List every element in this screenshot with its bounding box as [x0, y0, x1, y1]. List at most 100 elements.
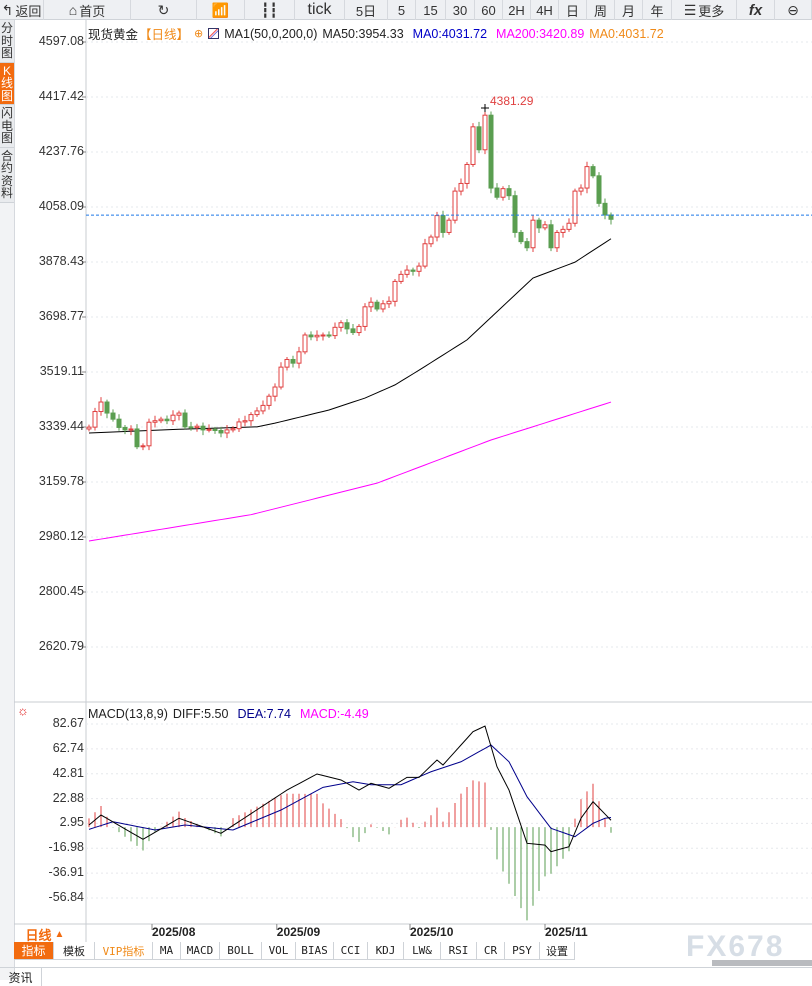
horizontal-scrollbar[interactable]: [712, 960, 812, 966]
candle-body: [302, 334, 308, 353]
ma-chart-icon[interactable]: [208, 28, 220, 39]
candle: [554, 229, 560, 253]
toolbar-fx-button[interactable]: fx: [737, 0, 775, 20]
toolbar-indicator-button[interactable]: 📶: [197, 0, 245, 20]
candle-body: [212, 428, 218, 432]
diff-line: [88, 725, 612, 853]
candle-body: [512, 195, 518, 233]
candle: [584, 161, 590, 194]
view-tab-2[interactable]: 闪电图: [0, 105, 14, 148]
view-tab-0[interactable]: 分时图: [0, 20, 14, 63]
candle: [428, 234, 434, 248]
toolbar-refresh-button[interactable]: ↻: [131, 0, 197, 20]
toolbar-label: 日: [565, 3, 579, 19]
indicator-tab-macd[interactable]: MACD: [181, 942, 220, 960]
dea-line: [88, 744, 612, 838]
candle: [410, 267, 416, 276]
indicator-tab-指标[interactable]: 指标: [14, 942, 54, 960]
settings-target-icon[interactable]: ⊕: [194, 28, 204, 40]
symbol-name: 现货黄金: [88, 28, 139, 42]
indicator-tab-vol[interactable]: VOL: [262, 942, 296, 960]
indicator-tab-cr[interactable]: CR: [477, 942, 505, 960]
toolbar-candle-button[interactable]: ┇┇: [245, 0, 295, 20]
menu-icon: ☰: [683, 1, 697, 18]
candle-body: [374, 301, 380, 310]
toolbar-tick-button[interactable]: tick: [295, 0, 345, 20]
chart-canvas[interactable]: 4381.29: [0, 0, 812, 960]
toolbar-5d-button[interactable]: 5日: [345, 0, 388, 20]
toolbar-more-button[interactable]: ☰ 更多: [672, 0, 737, 20]
indicator-tab-rsi[interactable]: RSI: [441, 942, 477, 960]
candle-body: [296, 351, 302, 364]
price-tick-label: 4237.76: [38, 143, 84, 158]
candle-body: [128, 428, 134, 431]
price-tick-label: 4058.09: [38, 199, 84, 213]
candle: [278, 362, 284, 390]
indicator-tab-模板[interactable]: 模板: [54, 942, 95, 960]
candlestick-icon: ┇┇: [261, 1, 278, 18]
macd-tick-label: 22.88: [52, 790, 84, 805]
toolbar-label: 月: [621, 3, 635, 19]
candle: [596, 172, 602, 207]
indicator-tab-cci[interactable]: CCI: [334, 942, 368, 960]
toolbar-m60-button[interactable]: 60: [475, 0, 503, 20]
candle-body: [506, 188, 512, 197]
candle: [422, 238, 428, 269]
toolbar-label: 30: [452, 2, 468, 18]
toolbar-month-button[interactable]: 月: [615, 0, 643, 20]
candle: [470, 123, 476, 167]
toolbar-home-button[interactable]: ⌂ 首页: [44, 0, 131, 20]
indicator-tab-boll[interactable]: BOLL: [220, 942, 262, 960]
time-tick-label: 2025/09: [276, 925, 321, 939]
toolbar-m5-button[interactable]: 5: [388, 0, 416, 20]
news-bar: 资讯: [0, 967, 812, 986]
indicator-settings-icon[interactable]: ☼: [17, 703, 29, 718]
toolbar-year-button[interactable]: 年: [643, 0, 672, 20]
indicator-tab-lw&[interactable]: LW&: [404, 942, 441, 960]
candle-body: [272, 386, 278, 397]
candle-body: [170, 414, 176, 422]
news-tab[interactable]: 资讯: [0, 968, 42, 986]
candle: [188, 421, 194, 431]
indicator-tab-kdj[interactable]: KDJ: [368, 942, 404, 960]
candle: [266, 393, 272, 410]
candle: [230, 426, 236, 433]
toolbar-m15-button[interactable]: 15: [416, 0, 446, 20]
macd-tick-label: -56.84: [48, 890, 84, 904]
ma50-line: [88, 238, 612, 434]
candle-body: [314, 334, 320, 338]
toolbar-day-button[interactable]: 日: [559, 0, 587, 20]
period-selector[interactable]: 日线 ▲: [15, 926, 75, 943]
candle-body: [206, 428, 212, 431]
candle: [518, 229, 524, 245]
view-tab-3[interactable]: 合约资料: [0, 147, 14, 203]
indicator-tab-vip指标[interactable]: VIP指标: [95, 942, 153, 960]
view-tab-1[interactable]: K线图: [0, 62, 14, 105]
candle: [146, 418, 152, 451]
candle: [530, 215, 536, 253]
toolbar-week-button[interactable]: 周: [587, 0, 615, 20]
price-tick-label: 3698.77: [38, 308, 84, 323]
toolbar-h4-button[interactable]: 4H: [531, 0, 559, 20]
zoom-out-icon: ⊖: [787, 1, 799, 18]
indicator-tabs: 指标 模板 VIP指标 MA MACD BOLL VOL BIAS CCI KDJ LW& RSI CR…: [14, 942, 575, 960]
macd-tick-label: 2.95: [59, 815, 84, 830]
indicator-tab-bias[interactable]: BIAS: [296, 942, 334, 960]
toolbar-back-button[interactable]: ↰ 返回: [0, 0, 44, 20]
candle-body: [446, 219, 452, 233]
candle-body: [188, 426, 194, 429]
candle-body: [236, 421, 242, 430]
toolbar-h2-button[interactable]: 2H: [503, 0, 531, 20]
indicator-tab-psy[interactable]: PSY: [505, 942, 540, 960]
candle: [386, 296, 392, 309]
indicator-tab-ma[interactable]: MA: [153, 942, 181, 960]
candle: [272, 383, 278, 402]
indicator-tab-设置[interactable]: 设置: [540, 942, 575, 960]
candle: [218, 426, 224, 438]
toolbar-m30-button[interactable]: 30: [446, 0, 475, 20]
price-tick-label: 2800.45: [38, 584, 84, 598]
ma200-label: MA200:3420.89: [496, 26, 585, 41]
candle-body: [500, 188, 506, 198]
toolbar-label: 4H: [536, 2, 553, 18]
candle-body: [380, 303, 386, 310]
